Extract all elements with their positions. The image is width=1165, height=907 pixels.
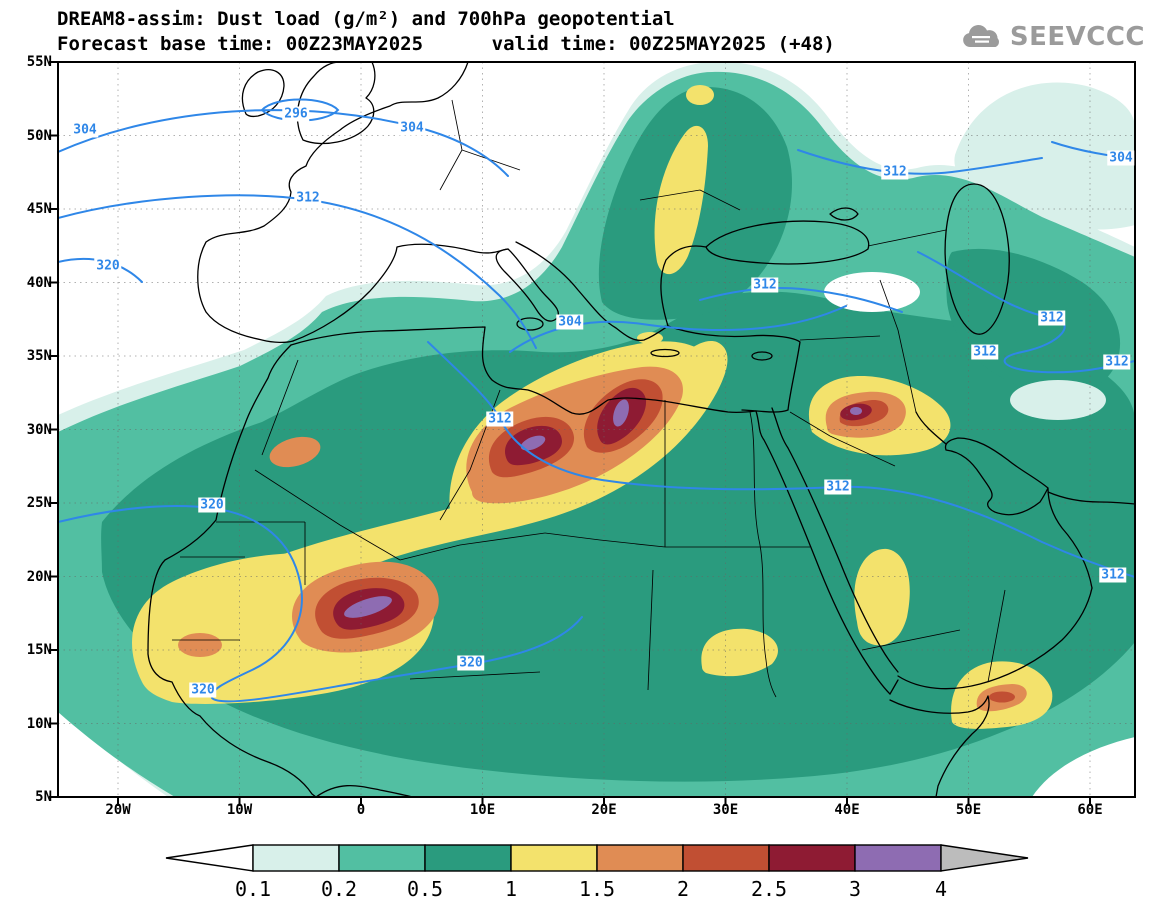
colorbar-tick-label: 2.5 (751, 877, 787, 901)
cloud-icon (963, 25, 999, 47)
geopotential-contour-label: 320 (94, 258, 122, 274)
geopotential-contour-label: 312 (486, 411, 514, 427)
colorbar-tick-label: 1.5 (579, 877, 615, 901)
geopotential-contour-label: 312 (881, 164, 909, 180)
lat-tick-label: 45N (26, 201, 52, 217)
colorbar-tick-label: 0.1 (235, 877, 271, 901)
lon-tick-label: 30E (712, 802, 739, 818)
lat-tick-label: 20N (26, 568, 52, 585)
logo-text: SEEVCCC (1009, 22, 1145, 52)
colorbar-tick-label: 0.2 (321, 877, 357, 901)
colorbar-cell (510, 844, 598, 872)
lat-tick-label: 10N (26, 715, 52, 732)
lon-tick-label: 10W (226, 802, 253, 818)
geopotential-contour-label: 304 (71, 122, 99, 138)
colorbar-tick-label: 3 (849, 877, 861, 901)
geopotential-contour-label: 304 (398, 120, 426, 136)
colorbar-left-arrow (165, 844, 254, 872)
geopotential-contour-label: 312 (824, 479, 852, 495)
lat-tick-label: 35N (26, 348, 52, 364)
lat-tick-label: 40N (26, 274, 52, 291)
colorbar-cell (682, 844, 770, 872)
colorbar-cell (424, 844, 512, 872)
axis-ticks (49, 61, 1091, 806)
colorbar-cell (768, 844, 856, 872)
colorbar-cell (338, 844, 426, 872)
colorbar-tick-label: 4 (935, 877, 947, 901)
geopotential-contour-label: 312 (294, 190, 322, 206)
colorbar-tick-label: 1 (505, 877, 517, 901)
map-frame (49, 61, 1136, 806)
colorbar-cell (252, 844, 340, 872)
geopotential-contour-label: 312 (1038, 310, 1066, 326)
lat-tick-label: 50N (26, 127, 52, 144)
lon-tick-label: 60E (1077, 802, 1103, 818)
geopotential-contour-label: 312 (1103, 354, 1131, 370)
lat-tick-label: 55N (26, 54, 52, 70)
lat-tick-label: 15N (26, 642, 52, 658)
geopotential-contour-label: 320 (189, 682, 217, 698)
geopotential-contour-label: 320 (457, 655, 485, 671)
colorbar-cell (854, 844, 942, 872)
seevccc-logo: SEEVCCC (959, 22, 1145, 52)
geopotential-contour-label: 296 (282, 106, 310, 122)
chart-title: DREAM8-assim: Dust load (g/m²) and 700hP… (57, 8, 675, 30)
geopotential-contour-label: 320 (198, 497, 226, 513)
geopotential-contour-label: 312 (751, 277, 779, 293)
geopotential-contour-label: 304 (556, 314, 584, 330)
lon-tick-label: 10E (469, 802, 496, 818)
colorbar-cell (596, 844, 684, 872)
colorbar-scale: 0.1 0.2 0.5 1 1.5 2 2.5 3 4 (165, 844, 1029, 901)
geopotential-contour-label: 304 (1107, 150, 1135, 166)
lat-tick-label: 25N (26, 495, 52, 511)
header: DREAM8-assim: Dust load (g/m²) and 700hP… (57, 7, 835, 57)
colorbar-tick-label: 2 (677, 877, 689, 901)
lon-tick-label: 20W (105, 802, 131, 818)
geopotential-contour-label: 312 (1099, 567, 1127, 583)
coastlines (147, 62, 1135, 797)
lon-tick-label: 0 (356, 802, 366, 818)
lon-tick-label: 20E (591, 802, 617, 818)
colorbar-right-arrow (940, 844, 1029, 872)
lon-tick-label: 50E (955, 802, 982, 818)
chart-subtitle: Forecast base time: 00Z23MAY2025 valid t… (57, 33, 835, 55)
colorbar-tick-label: 0.5 (407, 877, 443, 901)
lat-tick-label: 5N (35, 789, 52, 805)
lat-tick-label: 30N (26, 421, 52, 438)
geopotential-contour-label: 312 (971, 344, 999, 360)
lon-tick-label: 40E (834, 802, 860, 818)
